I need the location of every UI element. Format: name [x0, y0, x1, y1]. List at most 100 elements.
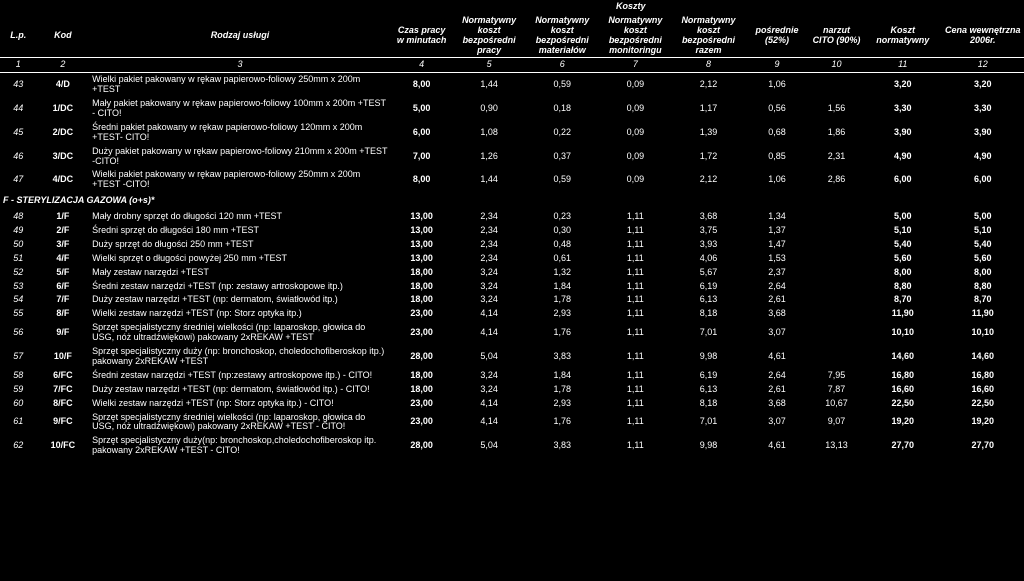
cell-c10: [809, 321, 864, 345]
cell-lp: 45: [0, 121, 37, 145]
cell-rod: Sprzęt specjalistyczny duży(np: bronchos…: [89, 434, 391, 458]
cell-c11: 14,60: [864, 345, 942, 369]
section-header: F - STERYLIZACJA GAZOWA (o+s)*: [0, 192, 1024, 210]
cell-kod: 2/F: [37, 224, 90, 238]
cell-c5: 3,24: [453, 280, 526, 294]
cell-c11: 5,10: [864, 224, 942, 238]
cell-c9: 2,64: [745, 369, 809, 383]
cell-c11: 3,30: [864, 97, 942, 121]
cell-c11: 5,60: [864, 252, 942, 266]
cell-c8: 6,13: [672, 383, 745, 397]
col-rod: Rodzaj usługi: [89, 14, 391, 58]
table-row: 6210/FCSprzęt specjalistyczny duży(np: b…: [0, 434, 1024, 458]
cell-c7: 0,09: [599, 73, 672, 97]
cell-rod: Sprzęt specjalistyczny średniej wielkośc…: [89, 411, 391, 435]
cell-czas: 18,00: [391, 280, 453, 294]
cell-lp: 52: [0, 266, 37, 280]
cell-kod: 8/F: [37, 307, 90, 321]
cell-c5: 2,34: [453, 210, 526, 224]
cell-c6: 0,23: [526, 210, 599, 224]
cell-c7: 1,11: [599, 411, 672, 435]
cell-rod: Duży pakiet pakowany w rękaw papierowo-f…: [89, 145, 391, 169]
cell-c6: 0,59: [526, 168, 599, 192]
cell-c12: 19,20: [942, 411, 1024, 435]
cell-c8: 4,06: [672, 252, 745, 266]
table-row: 558/FWielki zestaw narzędzi +TEST (np: S…: [0, 307, 1024, 321]
cell-rod: Duży sprzęt do długości 250 mm +TEST: [89, 238, 391, 252]
cell-c6: 0,18: [526, 97, 599, 121]
cell-c11: 16,60: [864, 383, 942, 397]
cell-c6: 0,22: [526, 121, 599, 145]
cell-c5: 3,24: [453, 293, 526, 307]
cell-c10: 7,87: [809, 383, 864, 397]
cell-c8: 7,01: [672, 321, 745, 345]
cell-c9: 3,07: [745, 411, 809, 435]
cell-c12: 16,80: [942, 369, 1024, 383]
col-c5: Normatywny koszt bezpośredni pracy: [453, 14, 526, 58]
cell-czas: 23,00: [391, 411, 453, 435]
cell-czas: 23,00: [391, 321, 453, 345]
cell-c9: 1,53: [745, 252, 809, 266]
cell-rod: Sprzęt specjalistyczny średniej wielkośc…: [89, 321, 391, 345]
cell-c7: 0,09: [599, 168, 672, 192]
table-row: 525/FMały zestaw narzędzi +TEST18,003,24…: [0, 266, 1024, 280]
cell-c7: 1,11: [599, 321, 672, 345]
cell-c8: 3,75: [672, 224, 745, 238]
cell-c8: 2,12: [672, 73, 745, 97]
super-header-row: Koszty: [0, 0, 1024, 14]
cell-c10: [809, 73, 864, 97]
cell-c12: 14,60: [942, 345, 1024, 369]
cell-c9: 2,64: [745, 280, 809, 294]
cell-c12: 5,60: [942, 252, 1024, 266]
cell-c9: 4,61: [745, 345, 809, 369]
col-czas: Czas pracy w minutach: [391, 14, 453, 58]
table-row: 474/DCWielki pakiet pakowany w rękaw pap…: [0, 168, 1024, 192]
cell-rod: Średni pakiet pakowany w rękaw papierowo…: [89, 121, 391, 145]
cell-c7: 1,11: [599, 266, 672, 280]
cell-c11: 22,50: [864, 397, 942, 411]
cell-c8: 8,18: [672, 397, 745, 411]
col-c6: Normatywny koszt bezpośredni materiałów: [526, 14, 599, 58]
cell-rod: Mały pakiet pakowany w rękaw papierowo-f…: [89, 97, 391, 121]
cell-c9: 1,47: [745, 238, 809, 252]
cell-c12: 5,10: [942, 224, 1024, 238]
cell-czas: 28,00: [391, 345, 453, 369]
cell-c12: 6,00: [942, 168, 1024, 192]
cell-c9: 2,61: [745, 383, 809, 397]
table-row: 481/FMały drobny sprzęt do długości 120 …: [0, 210, 1024, 224]
cell-c7: 1,11: [599, 238, 672, 252]
super-header: Koszty: [453, 0, 810, 14]
col-c12: Cena wewnętrzna 2006r.: [942, 14, 1024, 58]
cell-c6: 1,78: [526, 293, 599, 307]
cell-c6: 1,78: [526, 383, 599, 397]
table-row: 503/FDuży sprzęt do długości 250 mm +TES…: [0, 238, 1024, 252]
cell-c10: [809, 252, 864, 266]
cell-rod: Wielki zestaw narzędzi +TEST (np: Storz …: [89, 307, 391, 321]
cell-c5: 5,04: [453, 434, 526, 458]
col-c9: pośrednie (52%): [745, 14, 809, 58]
cell-c5: 3,24: [453, 266, 526, 280]
cell-czas: 6,00: [391, 121, 453, 145]
cell-c9: 4,61: [745, 434, 809, 458]
table-row: 586/FCŚredni zestaw narzędzi +TEST (np:z…: [0, 369, 1024, 383]
cell-rod: Średni sprzęt do długości 180 mm +TEST: [89, 224, 391, 238]
cell-kod: 8/FC: [37, 397, 90, 411]
cell-c5: 4,14: [453, 307, 526, 321]
cell-c11: 8,80: [864, 280, 942, 294]
cell-c7: 0,09: [599, 145, 672, 169]
cell-rod: Duży zestaw narzędzi +TEST (np: dermatom…: [89, 293, 391, 307]
cell-c6: 0,59: [526, 73, 599, 97]
cell-kod: 9/F: [37, 321, 90, 345]
cell-c8: 3,93: [672, 238, 745, 252]
cell-c8: 6,19: [672, 280, 745, 294]
cell-czas: 13,00: [391, 224, 453, 238]
cell-c5: 4,14: [453, 411, 526, 435]
cell-c12: 27,70: [942, 434, 1024, 458]
cell-kod: 4/F: [37, 252, 90, 266]
cell-c8: 1,39: [672, 121, 745, 145]
cell-c10: 10,67: [809, 397, 864, 411]
cell-lp: 48: [0, 210, 37, 224]
cell-c12: 5,00: [942, 210, 1024, 224]
cell-c12: 11,90: [942, 307, 1024, 321]
cell-c5: 1,26: [453, 145, 526, 169]
